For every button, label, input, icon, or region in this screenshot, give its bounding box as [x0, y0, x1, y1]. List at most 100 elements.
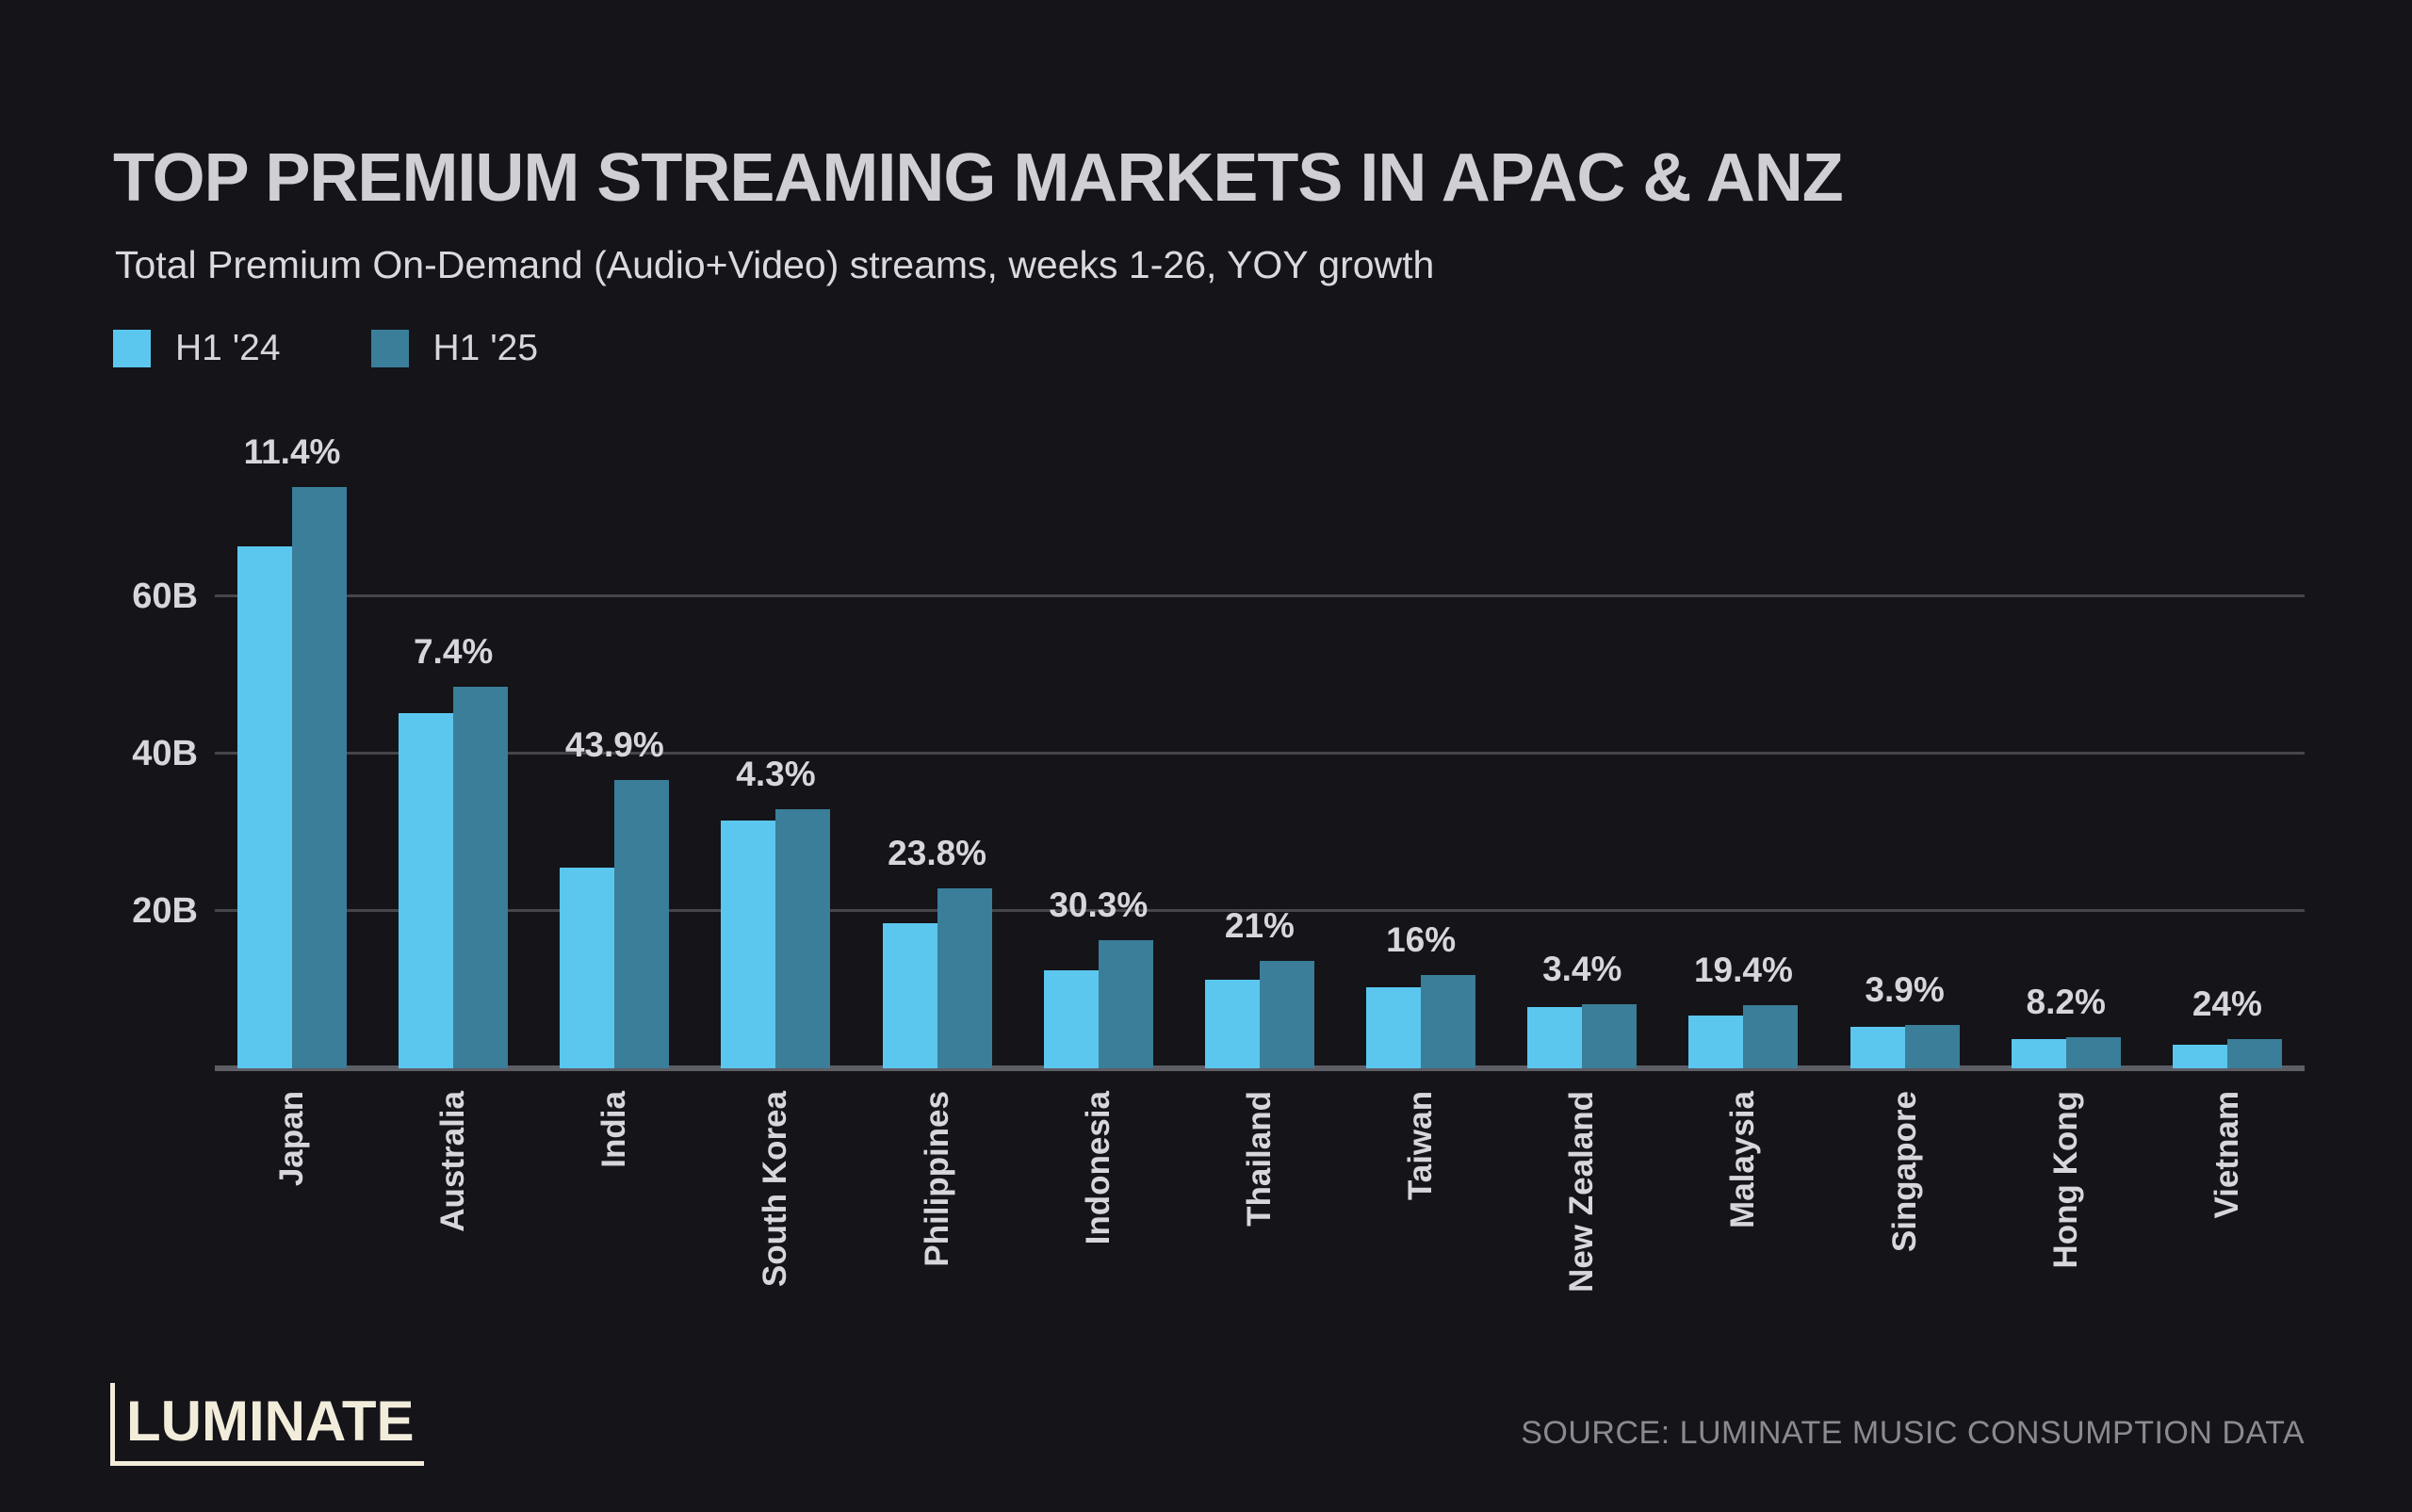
x-label-cell: Malaysia — [1688, 1091, 1798, 1392]
growth-label: 16% — [1386, 919, 1457, 959]
bar-h1-24 — [721, 820, 776, 1068]
bar-h1-24 — [1043, 969, 1099, 1068]
bar-group-indonesia: 30.3% — [1043, 447, 1153, 1068]
bar-h1-25 — [2226, 1039, 2282, 1068]
bar-h1-24 — [237, 546, 292, 1068]
x-axis-label: New Zealand — [1563, 1091, 1601, 1293]
legend-swatch-h1-24 — [113, 330, 151, 367]
growth-label: 43.9% — [564, 724, 664, 764]
bar-h1-24 — [2172, 1044, 2227, 1068]
x-axis-label: Vietnam — [2208, 1091, 2245, 1219]
bar-h1-24 — [1204, 979, 1260, 1068]
x-label-cell: Hong Kong — [2012, 1091, 2121, 1392]
x-axis-label: Malaysia — [1724, 1091, 1762, 1228]
y-tick-label-40B: 40B — [132, 734, 198, 773]
bar-group-hong-kong: 8.2% — [2011, 447, 2121, 1068]
bar-h1-24 — [560, 868, 615, 1068]
legend-item-h1-24: H1 '24 — [113, 328, 281, 369]
bar-h1-25 — [1421, 974, 1476, 1068]
growth-label: 4.3% — [736, 755, 816, 794]
bar-group-taiwan: 16% — [1366, 447, 1476, 1068]
x-label-cell: Japan — [237, 1091, 347, 1392]
growth-label: 30.3% — [1049, 885, 1149, 924]
x-label-cell: Vietnam — [2173, 1091, 2282, 1392]
x-axis-label: Australia — [434, 1091, 472, 1232]
x-axis-label: Japan — [273, 1091, 310, 1187]
bar-h1-25 — [292, 486, 347, 1068]
luminate-logo: LUMINATE — [110, 1383, 424, 1466]
page-subtitle: Total Premium On-Demand (Audio+Video) st… — [115, 243, 1435, 286]
bar-h1-24 — [1688, 1016, 1744, 1068]
x-label-cell: Indonesia — [1044, 1091, 1153, 1392]
gridline-60B — [215, 594, 2305, 597]
chart-legend: H1 '24 H1 '25 — [113, 328, 538, 369]
bar-h1-24 — [1527, 1006, 1583, 1068]
bar-h1-25 — [1743, 1005, 1799, 1068]
gridline-20B — [215, 909, 2305, 912]
x-label-cell: Australia — [399, 1091, 508, 1392]
bar-h1-25 — [453, 687, 509, 1068]
x-label-cell: Philippines — [883, 1091, 992, 1392]
legend-swatch-h1-25 — [370, 330, 409, 367]
gridline-40B — [215, 752, 2305, 755]
bar-h1-25 — [2065, 1036, 2121, 1068]
bar-groups: 11.4% 7.4% 43.9% 4.3% 23.8% 30.3% 21% 16% 3.4% 19… — [215, 432, 2305, 1068]
x-axis-label: Hong Kong — [2046, 1091, 2084, 1269]
luminate-logo-text: LUMINATE — [126, 1390, 415, 1453]
bar-h1-24 — [399, 712, 454, 1068]
x-label-cell: Singapore — [1850, 1091, 1960, 1392]
bar-h1-24 — [1366, 987, 1422, 1068]
bar-group-japan: 11.4% — [237, 432, 347, 1068]
x-label-cell: Taiwan — [1366, 1091, 1475, 1392]
bar-h1-24 — [1850, 1026, 1905, 1068]
growth-label: 23.8% — [888, 833, 987, 872]
x-axis-label: Singapore — [1885, 1091, 1923, 1253]
bar-h1-25 — [1904, 1025, 1960, 1068]
x-axis-label: Taiwan — [1402, 1091, 1440, 1201]
x-axis-label: Thailand — [1240, 1091, 1278, 1227]
x-label-cell: Thailand — [1205, 1091, 1314, 1392]
source-text: SOURCE: LUMINATE MUSIC CONSUMPTION DATA — [1521, 1415, 2305, 1451]
x-axis-labels: Japan Australia India South Korea Philippine… — [215, 1091, 2305, 1392]
legend-item-h1-25: H1 '25 — [370, 328, 539, 369]
plot-area: 11.4% 7.4% 43.9% 4.3% 23.8% 30.3% 21% 16% 3.4% 19… — [215, 432, 2305, 1071]
growth-label: 8.2% — [2026, 982, 2106, 1021]
x-label-cell: India — [560, 1091, 669, 1392]
growth-label: 3.9% — [1865, 970, 1945, 1010]
bar-group-philippines: 23.8% — [882, 447, 992, 1068]
growth-label: 3.4% — [1542, 950, 1622, 989]
bar-h1-24 — [882, 922, 937, 1068]
bar-h1-25 — [775, 809, 831, 1068]
bar-h1-25 — [1259, 960, 1314, 1068]
growth-label: 7.4% — [413, 632, 494, 672]
bar-group-new-zealand: 3.4% — [1527, 447, 1638, 1068]
x-axis-label: South Korea — [757, 1091, 794, 1288]
bar-group-vietnam: 24% — [2172, 447, 2282, 1068]
growth-label: 11.4% — [243, 431, 341, 471]
legend-label-h1-24: H1 '24 — [175, 328, 281, 368]
y-tick-label-60B: 60B — [132, 577, 198, 616]
bar-group-south-korea: 4.3% — [721, 447, 831, 1068]
x-axis-label: Indonesia — [1079, 1091, 1116, 1245]
bar-h1-25 — [937, 887, 992, 1068]
x-label-cell: South Korea — [721, 1091, 830, 1392]
bar-group-india: 43.9% — [560, 447, 670, 1068]
x-axis-label: India — [595, 1091, 633, 1168]
legend-label-h1-25: H1 '25 — [432, 328, 539, 368]
y-tick-label-20B: 20B — [132, 891, 198, 931]
bar-group-malaysia: 19.4% — [1688, 447, 1799, 1068]
bar-group-singapore: 3.9% — [1850, 447, 1960, 1068]
growth-label: 24% — [2192, 984, 2262, 1024]
bar-h1-25 — [614, 779, 670, 1068]
growth-label: 19.4% — [1693, 951, 1793, 990]
bar-h1-25 — [1582, 1004, 1638, 1068]
x-axis-label: Philippines — [918, 1091, 955, 1267]
bar-group-thailand: 21% — [1204, 447, 1314, 1068]
x-label-cell: New Zealand — [1527, 1091, 1637, 1392]
bar-group-australia: 7.4% — [399, 447, 509, 1068]
bar-h1-24 — [2011, 1039, 2066, 1068]
x-axis-line — [215, 1065, 2305, 1071]
growth-label: 21% — [1224, 905, 1295, 945]
page-title: TOP PREMIUM STREAMING MARKETS IN APAC & … — [113, 140, 1844, 216]
